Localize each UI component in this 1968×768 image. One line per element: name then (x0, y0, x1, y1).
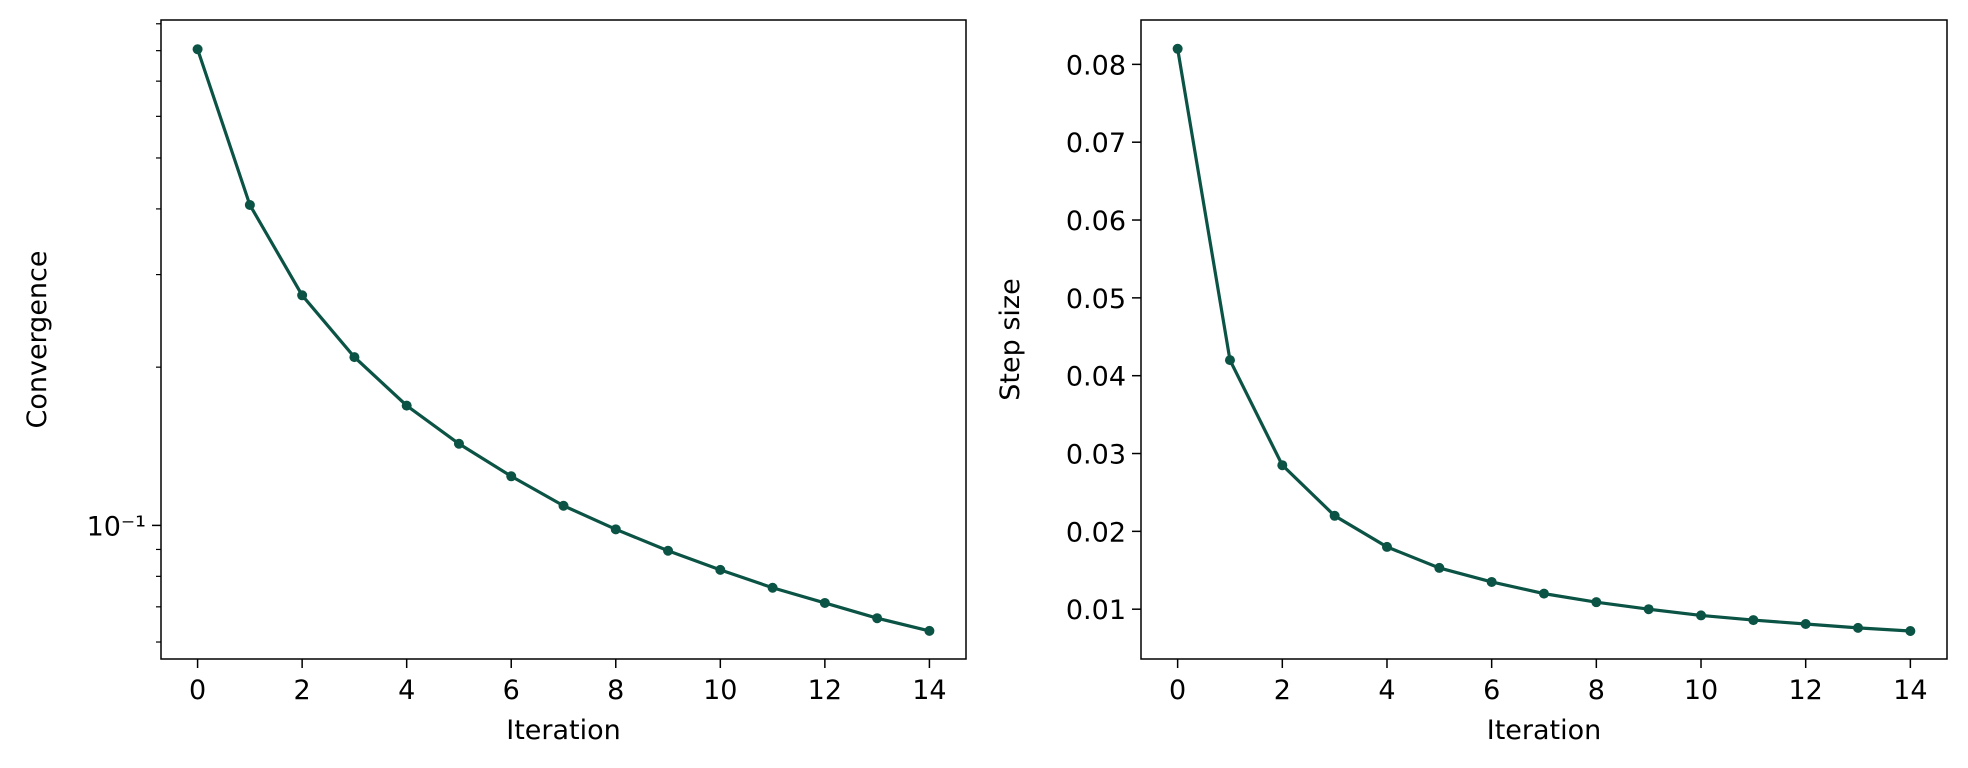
point (244, 199, 255, 210)
point (1434, 562, 1445, 573)
y-tick-label: 0.06 (1066, 206, 1126, 237)
point (401, 400, 412, 411)
point (872, 613, 883, 624)
point (767, 582, 778, 593)
point (610, 524, 621, 535)
x-tick-label: 14 (912, 675, 946, 706)
y-axis-label: Convergence (22, 250, 53, 428)
line (196, 48, 930, 633)
axes-frame (160, 19, 967, 660)
point (506, 471, 517, 482)
y-tick-label: 0.07 (1066, 128, 1126, 159)
y-tick-label: 0.04 (1066, 362, 1126, 393)
x-tick-label: 4 (1378, 675, 1395, 706)
point (192, 44, 203, 55)
point (558, 500, 569, 511)
x-tick-label: 14 (1893, 675, 1927, 706)
point (1853, 622, 1864, 633)
x-tick-label: 4 (398, 675, 415, 706)
y-tick-label: 0.08 (1066, 50, 1126, 81)
point (819, 597, 830, 608)
point (924, 625, 935, 636)
point (1224, 355, 1235, 366)
line (1176, 48, 1911, 633)
point (453, 438, 464, 449)
x-tick-label: 12 (808, 675, 842, 706)
point (715, 564, 726, 575)
point (1643, 604, 1654, 615)
y-axis-label: Step size (995, 278, 1026, 400)
x-tick-label: 10 (1684, 675, 1718, 706)
point (1591, 597, 1602, 608)
y-tick-label: 10⁻¹ (87, 511, 146, 542)
x-tick-label: 2 (1274, 675, 1291, 706)
x-axis-label: Iteration (1487, 715, 1602, 746)
x-tick-label: 6 (503, 675, 520, 706)
point (1329, 510, 1340, 521)
x-tick-label: 6 (1483, 675, 1500, 706)
point (1277, 460, 1288, 471)
x-tick-label: 8 (1588, 675, 1605, 706)
x-tick-label: 10 (703, 675, 737, 706)
y-tick-label: 0.03 (1066, 440, 1126, 471)
y-tick-label: 0.02 (1066, 517, 1126, 548)
x-tick-label: 0 (189, 675, 206, 706)
point (349, 352, 360, 363)
point (1486, 576, 1497, 587)
point (1539, 588, 1549, 599)
y-tick-label: 0.05 (1066, 284, 1126, 315)
point (1696, 610, 1707, 621)
x-tick-label: 8 (607, 675, 624, 706)
point (297, 290, 308, 301)
x-tick-label: 0 (1169, 675, 1186, 706)
point (663, 545, 674, 556)
point (1800, 618, 1811, 629)
point (1172, 43, 1183, 54)
point (1905, 625, 1916, 636)
point (1381, 541, 1392, 552)
point (1748, 615, 1759, 626)
x-tick-label: 12 (1789, 675, 1823, 706)
x-tick-label: 2 (294, 675, 311, 706)
y-tick-label: 0.01 (1066, 595, 1126, 626)
axes-frame (1140, 19, 1948, 660)
x-axis-label: Iteration (506, 715, 621, 746)
